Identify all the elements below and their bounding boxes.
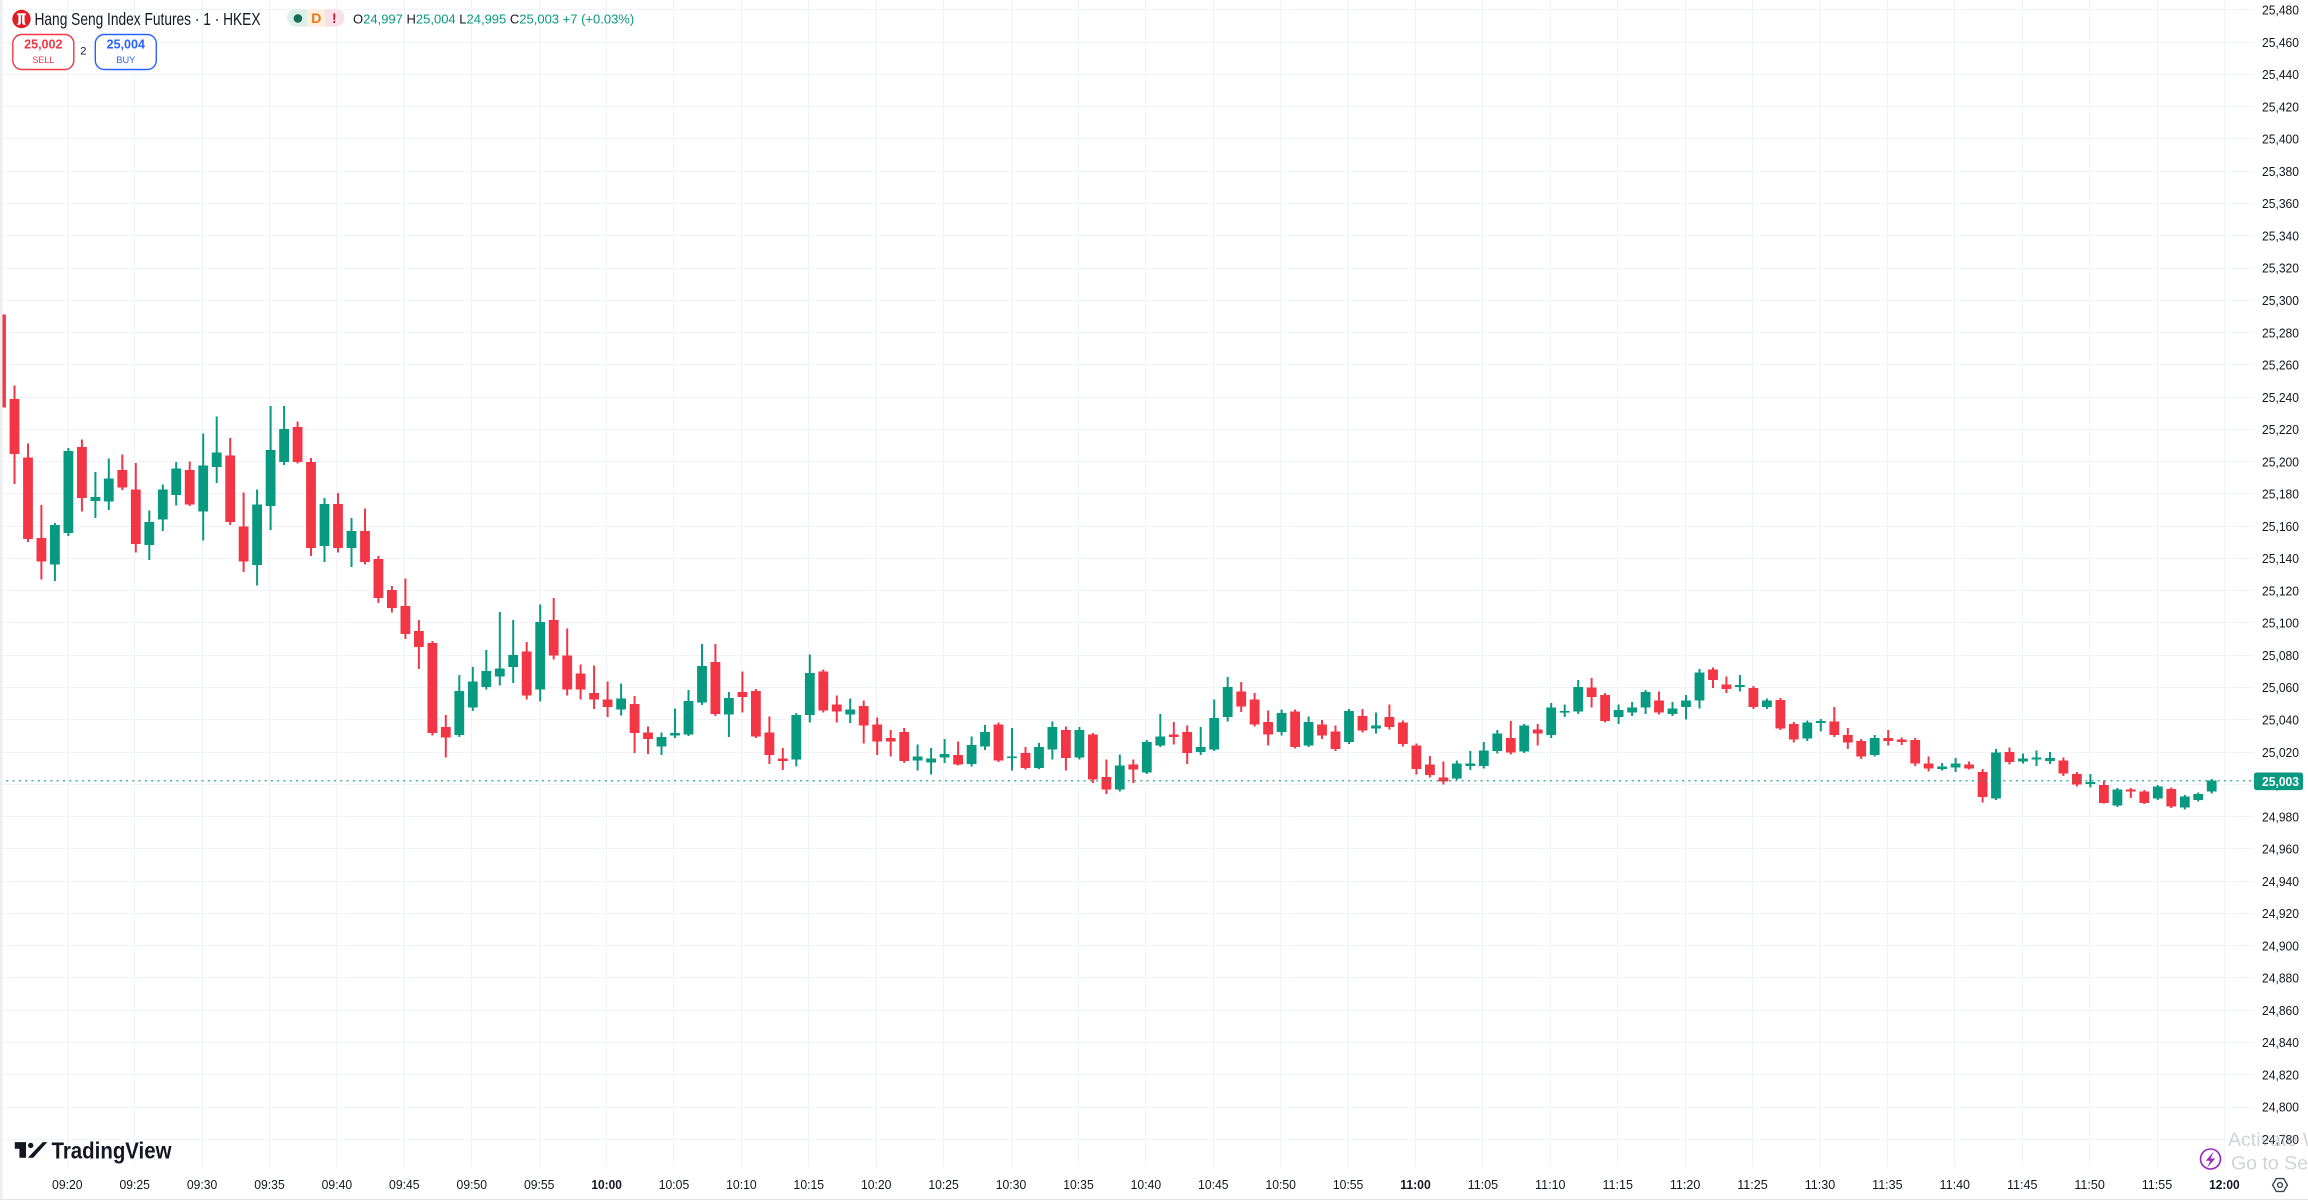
svg-text:25,060: 25,060	[2262, 680, 2299, 695]
svg-text:25,480: 25,480	[2262, 3, 2299, 18]
svg-text:12:00: 12:00	[2209, 1177, 2240, 1192]
svg-text:09:20: 09:20	[52, 1177, 83, 1192]
svg-text:24,960: 24,960	[2262, 842, 2299, 857]
svg-text:11:40: 11:40	[1940, 1177, 1971, 1192]
svg-text:11:55: 11:55	[2142, 1177, 2173, 1192]
svg-text:24,780: 24,780	[2262, 1132, 2299, 1147]
svg-text:25,160: 25,160	[2262, 519, 2299, 534]
svg-text:11:20: 11:20	[1670, 1177, 1701, 1192]
svg-text:25,240: 25,240	[2262, 390, 2299, 405]
svg-text:Go to Settin: Go to Settin	[2231, 1153, 2308, 1175]
svg-text:24,800: 24,800	[2262, 1100, 2299, 1115]
svg-text:24,980: 24,980	[2262, 809, 2299, 824]
svg-text:25,040: 25,040	[2262, 713, 2299, 728]
svg-text:25,140: 25,140	[2262, 551, 2299, 566]
svg-text:25,120: 25,120	[2262, 583, 2299, 598]
svg-text:25,440: 25,440	[2262, 67, 2299, 82]
svg-text:25,080: 25,080	[2262, 648, 2299, 663]
svg-text:25,200: 25,200	[2262, 454, 2299, 469]
svg-text:25,180: 25,180	[2262, 487, 2299, 502]
svg-text:09:45: 09:45	[389, 1177, 420, 1192]
svg-text:24,940: 24,940	[2262, 874, 2299, 889]
svg-text:24,820: 24,820	[2262, 1068, 2299, 1083]
svg-text:11:30: 11:30	[1805, 1177, 1836, 1192]
svg-text:11:00: 11:00	[1400, 1177, 1431, 1192]
svg-text:25,380: 25,380	[2262, 164, 2299, 179]
svg-text:10:00: 10:00	[591, 1177, 622, 1192]
svg-text:10:35: 10:35	[1063, 1177, 1094, 1192]
svg-text:11:15: 11:15	[1602, 1177, 1633, 1192]
svg-text:10:25: 10:25	[928, 1177, 959, 1192]
svg-text:10:10: 10:10	[726, 1177, 757, 1192]
svg-text:2: 2	[80, 45, 86, 57]
svg-text:09:55: 09:55	[524, 1177, 555, 1192]
svg-text:11:05: 11:05	[1468, 1177, 1499, 1192]
svg-text:09:25: 09:25	[119, 1177, 150, 1192]
svg-text:11:45: 11:45	[2007, 1177, 2038, 1192]
svg-text:09:50: 09:50	[457, 1177, 488, 1192]
svg-text:24,900: 24,900	[2262, 938, 2299, 953]
svg-text:11:50: 11:50	[2074, 1177, 2105, 1192]
svg-text:Hang Seng Index Futures · 1 ·: Hang Seng Index Futures · 1 · HKEX	[35, 9, 261, 29]
svg-text:25,280: 25,280	[2262, 325, 2299, 340]
svg-text:25,460: 25,460	[2262, 35, 2299, 50]
svg-text:Activate Win: Activate Win	[2228, 1129, 2308, 1151]
svg-text:10:30: 10:30	[996, 1177, 1027, 1192]
svg-text:10:50: 10:50	[1265, 1177, 1296, 1192]
svg-text:25,260: 25,260	[2262, 358, 2299, 373]
svg-text:SELL: SELL	[32, 55, 54, 66]
svg-text:09:30: 09:30	[187, 1177, 218, 1192]
svg-text:10:20: 10:20	[861, 1177, 892, 1192]
svg-text:10:40: 10:40	[1131, 1177, 1162, 1192]
svg-text:10:55: 10:55	[1333, 1177, 1364, 1192]
svg-text:09:40: 09:40	[322, 1177, 353, 1192]
svg-text:25,003: 25,003	[2262, 774, 2299, 789]
svg-text:25,300: 25,300	[2262, 293, 2299, 308]
svg-text:25,002: 25,002	[24, 37, 62, 51]
svg-text:25,100: 25,100	[2262, 616, 2299, 631]
svg-text:11:25: 11:25	[1737, 1177, 1768, 1192]
svg-text:10:15: 10:15	[794, 1177, 825, 1192]
svg-text:25,004: 25,004	[107, 37, 145, 51]
svg-text:25,400: 25,400	[2262, 132, 2299, 147]
svg-text:25,340: 25,340	[2262, 229, 2299, 244]
svg-text:11:10: 11:10	[1535, 1177, 1566, 1192]
svg-text:11:35: 11:35	[1872, 1177, 1903, 1192]
svg-text:24,920: 24,920	[2262, 906, 2299, 921]
svg-text:10:05: 10:05	[659, 1177, 690, 1192]
svg-text:24,860: 24,860	[2262, 1003, 2299, 1018]
svg-text:25,020: 25,020	[2262, 745, 2299, 760]
svg-text:25,420: 25,420	[2262, 99, 2299, 114]
svg-text:25,360: 25,360	[2262, 196, 2299, 211]
svg-text:O24,997 H25,004 L24,995 C25,00: O24,997 H25,004 L24,995 C25,003 +7 (+0.0…	[353, 11, 634, 26]
svg-text:!: !	[332, 10, 337, 26]
svg-text:10:45: 10:45	[1198, 1177, 1229, 1192]
svg-text:25,220: 25,220	[2262, 422, 2299, 437]
svg-text:25,320: 25,320	[2262, 261, 2299, 276]
svg-text:TradingView: TradingView	[52, 1138, 172, 1164]
svg-text:09:35: 09:35	[254, 1177, 285, 1192]
svg-text:24,880: 24,880	[2262, 971, 2299, 986]
svg-text:BUY: BUY	[116, 55, 136, 66]
svg-text:24,840: 24,840	[2262, 1035, 2299, 1050]
svg-text:D: D	[311, 10, 321, 26]
